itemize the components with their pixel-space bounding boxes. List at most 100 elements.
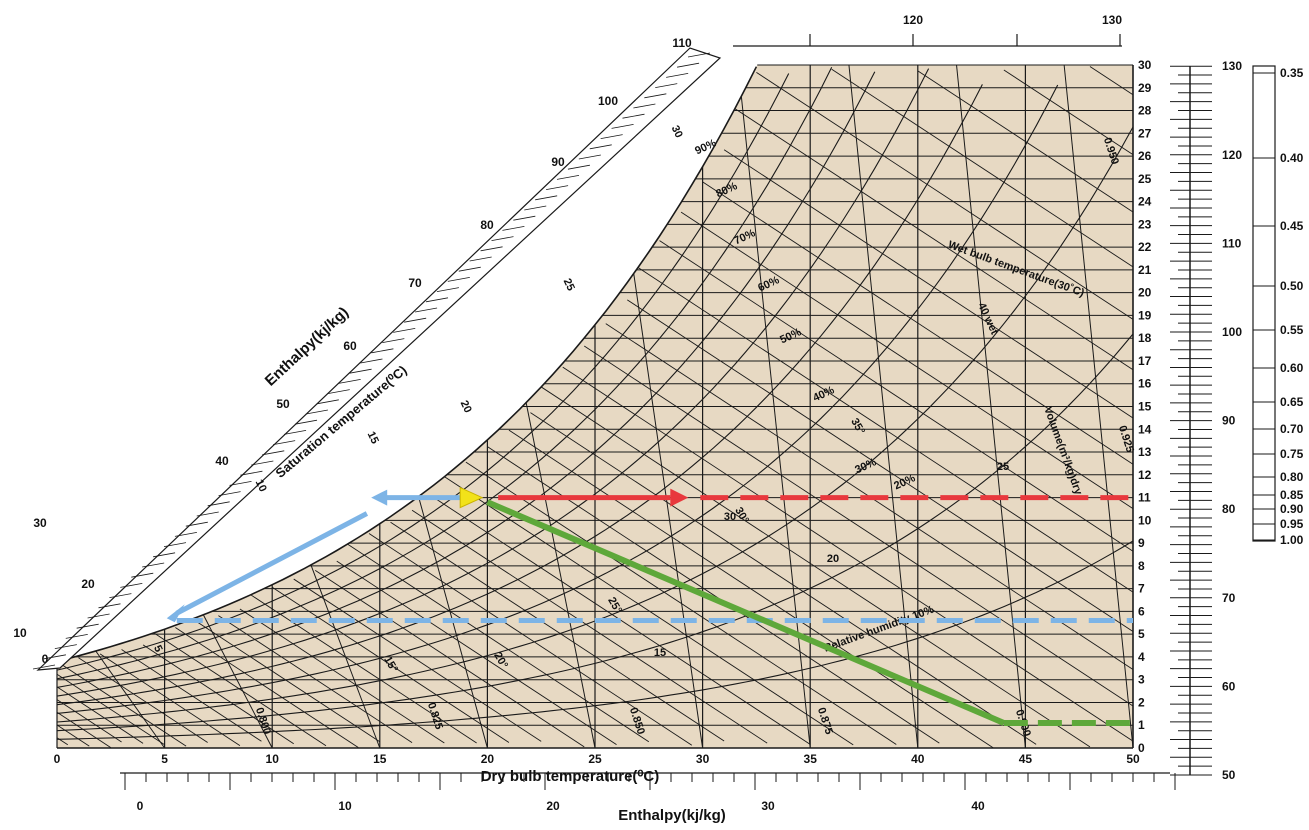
enthalpy-diag-tick (196, 511, 219, 517)
humidity-tick-label: 9 (1138, 536, 1145, 550)
x-axis-label: Dry bulb temperature(⁰C) (481, 768, 660, 785)
volume-line (956, 64, 1026, 749)
enthalpy-line (218, 615, 413, 743)
enthalpy-diag-tick (153, 552, 176, 558)
drybulb-tick-label: 45 (1019, 752, 1033, 766)
enthalpy-diag-tick (360, 358, 383, 364)
rh-curve (56, 71, 876, 688)
enthalpy-diag-tick (600, 134, 623, 139)
enthalpy-diag-tick (316, 399, 339, 405)
enthalpy-line (153, 632, 327, 747)
enthalpy-diag-tick-label: 10 (13, 626, 27, 640)
enthalpy-diag-tick-label: 40 (215, 454, 229, 468)
ratio-tick-label: 0.75 (1280, 447, 1304, 461)
enthalpy-diag-tick (666, 73, 689, 78)
volume-line (202, 614, 273, 749)
enthalpy-diag-tick-label: 80 (480, 218, 494, 232)
humidity-tick-label: 7 (1138, 582, 1145, 596)
drybulb-tick-label: 35 (804, 752, 818, 766)
rh-curve (56, 333, 1134, 732)
ratio-tick-label: 0.85 (1280, 488, 1304, 502)
enthalpy-diag-tick (262, 450, 285, 456)
humidity-tick-label: 6 (1138, 604, 1145, 618)
enthalpy-diag-tick (284, 430, 307, 435)
humidity-tick-label: 18 (1138, 331, 1152, 345)
enthalpy-diag-tick (207, 501, 230, 507)
enthalpy-diag-tick (677, 62, 700, 68)
enthalpy-diag-tick (578, 154, 601, 160)
saturation-curve (56, 66, 758, 663)
enthalpy-line (530, 412, 1037, 745)
enthalpy-diag-tick-label: 100 (598, 94, 618, 108)
enthalpy-line (175, 627, 359, 748)
rh-curve (56, 67, 833, 680)
drybulb-tick-label: 5 (161, 752, 168, 766)
enthalpy-line (56, 661, 187, 747)
inner-label: 25 (997, 461, 1009, 473)
enthalpy-line (433, 497, 811, 745)
enthalpy-diag-tick (513, 215, 536, 221)
enthalpy-line (121, 649, 262, 742)
enthalpy-diag-tick-label: 30 (33, 516, 47, 530)
wetbulb-side-label: 15 (365, 430, 381, 446)
humidity-tick-label: 10 (1138, 513, 1152, 527)
enthalpy-line (831, 68, 1134, 268)
volume-line (1063, 64, 1134, 749)
inner-label: 15 (654, 647, 666, 659)
humidity-tick-label: 11 (1138, 491, 1151, 505)
enthalpy-diag-tick-label: 50 (276, 397, 290, 411)
enthalpy-line (56, 699, 122, 743)
humidity-tick-label: 25 (1138, 172, 1152, 186)
enthalpy-bottom-tick-label: 20 (546, 799, 560, 813)
enthalpy-diag-tick (65, 634, 88, 639)
enthalpy-diag-tick (32, 664, 56, 670)
cooling-arrowhead (371, 489, 388, 506)
volume-line (848, 64, 919, 749)
enthalpy-diag-tick (436, 287, 459, 292)
enthalpy-diag-tick-label: 0 (42, 652, 49, 666)
enthalpy-diag-tick (480, 246, 503, 252)
enthalpy-line (702, 181, 1134, 465)
humidity-tick-label: 28 (1138, 104, 1152, 118)
wetbulb-side-label: 20 (458, 399, 474, 415)
enthalpy-line (271, 586, 510, 743)
enthalpy-line (411, 509, 768, 744)
wetbulb-side-label: 10 (253, 478, 269, 494)
enthalpy-line (56, 673, 165, 746)
enthalpy-bottom-tick-label: 0 (137, 799, 144, 813)
enthalpy-diag-label: Enthalpy(kj/kg) (262, 304, 352, 390)
enthalpy-top-tick-label: 130 (1102, 13, 1122, 27)
enthalpy-line (562, 366, 1134, 742)
enthalpy-right-tick-label: 70 (1222, 591, 1236, 605)
enthalpy-line (465, 461, 897, 745)
enthalpy-diag-tick (589, 144, 612, 150)
enthalpy-diag-tick (469, 256, 492, 262)
enthalpy-diag-tick (305, 409, 328, 415)
ratio-tick-label: 0.55 (1280, 323, 1304, 337)
enthalpy-diag-tick (87, 613, 110, 619)
ratio-scale-box (1252, 65, 1276, 542)
enthalpy-diag-tick (546, 185, 569, 190)
sensible-heating-arrowhead (670, 488, 689, 507)
enthalpy-line (56, 686, 144, 744)
enthalpy-diag-tick (273, 440, 296, 445)
humidity-tick-label: 26 (1138, 149, 1152, 163)
enthalpy-line (56, 711, 112, 748)
volume-line (740, 96, 811, 749)
state-point (459, 486, 484, 509)
enthalpy-line (444, 476, 854, 746)
drybulb-tick-label: 50 (1126, 752, 1140, 766)
enthalpy-line (142, 644, 294, 745)
humidity-tick-label: 12 (1138, 468, 1152, 482)
enthalpy-diag-tick (633, 103, 656, 109)
volume-line (633, 273, 704, 749)
inner-label: 20 (827, 553, 839, 565)
enthalpy-diag-tick (382, 338, 405, 343)
rh-curve (56, 84, 1059, 714)
enthalpy-line (239, 608, 445, 744)
humidity-tick-label: 1 (1138, 718, 1145, 732)
enthalpy-diag-tick (98, 603, 121, 609)
enthalpy-line (196, 621, 381, 743)
